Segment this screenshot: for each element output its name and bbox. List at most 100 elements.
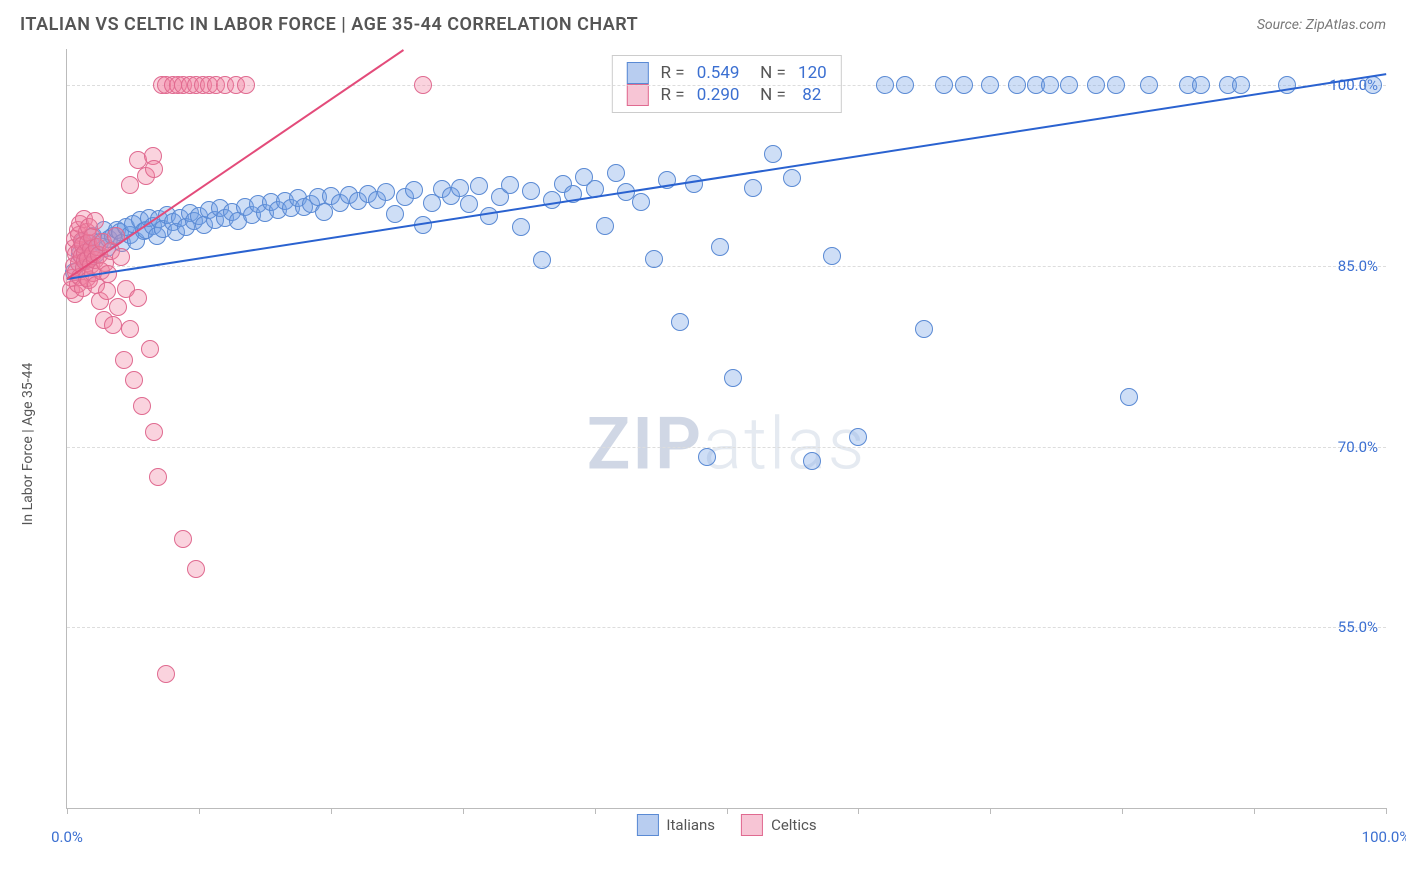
scatter-point [803,452,821,470]
legend-n-value: 120 [798,63,827,83]
x-tick [199,808,200,814]
y-axis-title: In Labor Force | Age 35-44 [20,363,36,526]
watermark: ZIPatlas [587,401,867,486]
scatter-point [783,169,801,187]
scatter-point [522,182,540,200]
scatter-point [405,181,423,199]
scatter-point [109,298,127,316]
scatter-point [512,218,530,236]
scatter-point [501,176,519,194]
scatter-point [1364,76,1382,94]
scatter-point [764,145,782,163]
legend-swatch [626,84,648,106]
scatter-point [157,665,175,683]
scatter-point [711,238,729,256]
watermark-light: atlas [703,401,866,486]
legend-label: Italians [666,816,715,834]
legend-n-label: N = [747,63,790,83]
source-attribution: Source: ZipAtlas.com [1257,17,1386,33]
scatter-point [145,423,163,441]
x-tick-label: 100.0% [1362,828,1406,846]
scatter-point [187,560,205,578]
scatter-point [115,351,133,369]
legend-item: Celtics [741,814,817,836]
scatter-point [543,191,561,209]
scatter-point [724,369,742,387]
legend-swatch [741,814,763,836]
scatter-point [1140,76,1158,94]
legend-item: Italians [636,814,715,836]
x-tick [463,808,464,814]
scatter-point [125,371,143,389]
scatter-point [145,160,163,178]
scatter-point [876,76,894,94]
scatter-point [1008,76,1026,94]
scatter-point [849,428,867,446]
scatter-point [377,183,395,201]
x-tick [1386,808,1387,814]
scatter-point [451,179,469,197]
legend-row: R = 0.549 N = 120 [626,62,826,84]
chart-container: In Labor Force | Age 35-44 ZIPatlas R = … [20,49,1386,839]
scatter-point [414,76,432,94]
scatter-point [685,175,703,193]
x-tick [331,808,332,814]
y-tick-label: 85.0% [1338,257,1378,275]
x-tick [858,808,859,814]
gridline-h [67,627,1386,628]
y-tick-label: 55.0% [1338,618,1378,636]
scatter-point [698,448,716,466]
scatter-point [1192,76,1210,94]
gridline-h [67,266,1386,267]
scatter-point [141,340,159,358]
scatter-point [1120,388,1138,406]
scatter-point [645,250,663,268]
scatter-point [129,289,147,307]
scatter-point [596,217,614,235]
scatter-point [1232,76,1250,94]
watermark-bold: ZIP [587,401,703,486]
scatter-point [671,313,689,331]
scatter-point [86,212,104,230]
scatter-point [1041,76,1059,94]
x-tick [595,808,596,814]
scatter-point [1087,76,1105,94]
scatter-point [823,247,841,265]
scatter-point [98,282,116,300]
y-tick-label: 70.0% [1338,438,1378,456]
scatter-point [915,320,933,338]
x-tick [727,808,728,814]
scatter-point [632,193,650,211]
x-tick [67,808,68,814]
x-tick [990,808,991,814]
legend-r-value: 0.549 [697,63,740,83]
scatter-point [744,179,762,197]
plot-area: ZIPatlas R = 0.549 N = 120 R = 0.290 N =… [66,49,1386,809]
x-tick [1254,808,1255,814]
scatter-point [174,530,192,548]
correlation-legend: R = 0.549 N = 120 R = 0.290 N = 82 [611,55,841,113]
scatter-point [133,397,151,415]
scatter-point [981,76,999,94]
x-tick-label: 0.0% [51,828,83,846]
scatter-point [935,76,953,94]
legend-row: R = 0.290 N = 82 [626,84,826,106]
legend-r-label: R = [656,85,688,105]
scatter-point [470,177,488,195]
x-tick [1122,808,1123,814]
scatter-point [955,76,973,94]
legend-n-label: N = [747,85,790,105]
scatter-point [460,195,478,213]
scatter-point [121,320,139,338]
scatter-point [1060,76,1078,94]
scatter-point [104,316,122,334]
gridline-h [67,447,1386,448]
scatter-point [112,248,130,266]
legend-swatch [636,814,658,836]
scatter-point [386,205,404,223]
legend-label: Celtics [771,816,817,834]
chart-title: ITALIAN VS CELTIC IN LABOR FORCE | AGE 3… [20,14,638,35]
legend-r-value: 0.290 [697,85,740,105]
scatter-point [237,76,255,94]
scatter-point [1107,76,1125,94]
